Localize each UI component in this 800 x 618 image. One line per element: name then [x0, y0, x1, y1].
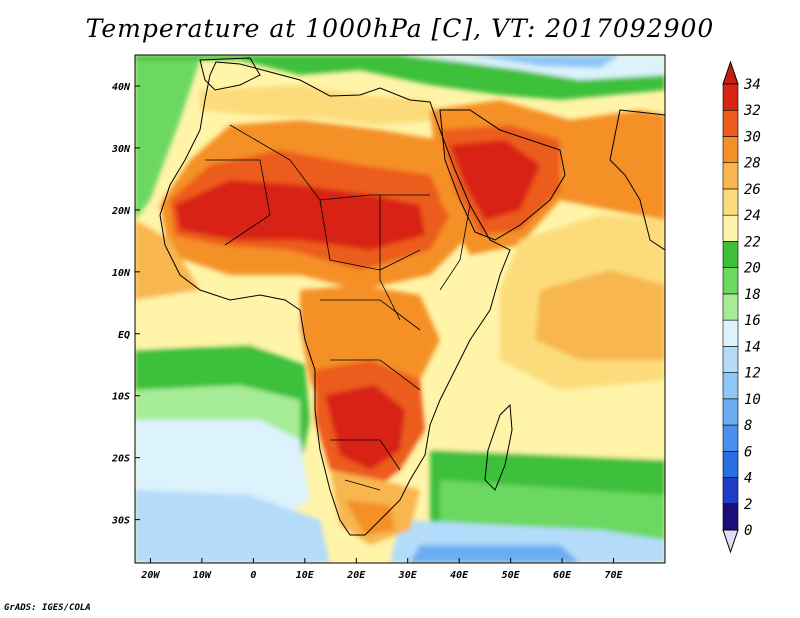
field-blob	[325, 385, 405, 470]
field-blob	[135, 280, 320, 350]
colorbar-swatch	[722, 477, 739, 505]
colorbar-swatch	[722, 372, 739, 400]
map-title: Temperature at 1000hPa [C], VT: 20170929…	[85, 14, 715, 43]
colorbar-label: 34	[743, 77, 761, 93]
field-blobs	[135, 55, 665, 563]
x-tick-label: 40E	[450, 570, 469, 581]
x-tick-label: 10E	[296, 570, 315, 581]
colorbar-swatch	[722, 503, 739, 531]
x-tick-label: 20W	[140, 570, 160, 581]
x-tick-label: 50E	[502, 570, 521, 581]
colorbar-swatch	[722, 136, 739, 164]
field-blob	[135, 220, 200, 300]
colorbar-label: 18	[744, 287, 761, 303]
colorbar-over-arrow	[722, 60, 739, 85]
colorbar-swatch	[722, 319, 739, 347]
colorbar-label: 12	[744, 366, 761, 382]
colorbar-label: 0	[744, 523, 752, 539]
y-tick-label: 10N	[112, 268, 131, 279]
colorbar-swatch	[722, 424, 739, 452]
field-blob	[345, 500, 395, 535]
x-tick-label: 0	[250, 570, 256, 581]
y-tick-label: 20N	[111, 206, 131, 217]
x-tick-label: 70E	[605, 570, 624, 581]
colorbar-label: 30	[743, 129, 761, 145]
colorbar-label: 16	[744, 313, 761, 329]
colorbar-swatch	[722, 214, 739, 242]
x-tick-label: 30E	[398, 570, 418, 581]
y-tick-label: EQ	[118, 330, 130, 341]
colorbar-swatch	[722, 241, 739, 268]
y-tick-label: 30N	[111, 144, 131, 155]
colorbar-label: 22	[744, 234, 761, 250]
madagascar-coastline	[484, 403, 513, 491]
temperature-field	[135, 55, 665, 563]
colorbar-label: 10	[744, 392, 761, 408]
colorbar-label: 32	[743, 103, 761, 119]
y-tick-label: 20S	[111, 454, 130, 465]
colorbar-swatch	[722, 293, 739, 321]
colorbar-swatch	[722, 162, 739, 190]
colorbar-label: 26	[744, 182, 761, 198]
colorbar-under-arrow	[722, 529, 739, 554]
y-tick-label: 40N	[112, 82, 131, 93]
field-blob	[410, 545, 580, 563]
iberia-coastline	[199, 57, 261, 91]
field-blob	[135, 490, 330, 563]
field-blob	[535, 270, 665, 360]
colorbar-label: 2	[744, 497, 752, 513]
x-tick-label: 10W	[193, 570, 212, 581]
colorbar-label: 14	[744, 339, 761, 355]
colorbar-swatch	[722, 398, 739, 426]
field-blob	[200, 85, 440, 125]
colorbar-label: 8	[744, 418, 752, 434]
colorbar-swatch	[722, 267, 739, 295]
colorbar-swatch	[722, 188, 739, 216]
colorbar-swatch	[722, 83, 739, 111]
india-coastline	[609, 109, 665, 251]
x-tick-label: 60E	[553, 570, 572, 581]
field-blob	[470, 55, 620, 68]
colorbar-label: 24	[744, 208, 761, 224]
colorbar-label: 6	[744, 444, 752, 460]
field-blob	[135, 60, 200, 220]
africa-coastline	[159, 61, 511, 536]
field-blob	[450, 140, 540, 220]
x-tick-label: 20E	[346, 570, 366, 581]
map-frame	[134, 54, 666, 564]
y-tick-label: 10S	[112, 392, 130, 403]
colorbar-label: 20	[744, 261, 761, 277]
axis-ticks: 20W 10W 0 10E 20E 30E 40E 50E 60E 70E 40N 30N 20N 10N…	[111, 82, 624, 581]
colorbar-swatch	[722, 450, 739, 478]
field-blob	[175, 180, 425, 250]
colorbar-swatch	[722, 346, 739, 373]
colorbar-label: 28	[744, 156, 761, 172]
colorbar-swatch	[722, 109, 739, 137]
y-tick-label: 30S	[111, 516, 130, 527]
grads-credit: GrADS: IGES/COLA	[4, 603, 91, 613]
coastlines	[159, 57, 665, 536]
arabia-coastline	[439, 109, 566, 241]
colorbar-label: 4	[744, 471, 752, 487]
country-borders	[205, 124, 471, 491]
